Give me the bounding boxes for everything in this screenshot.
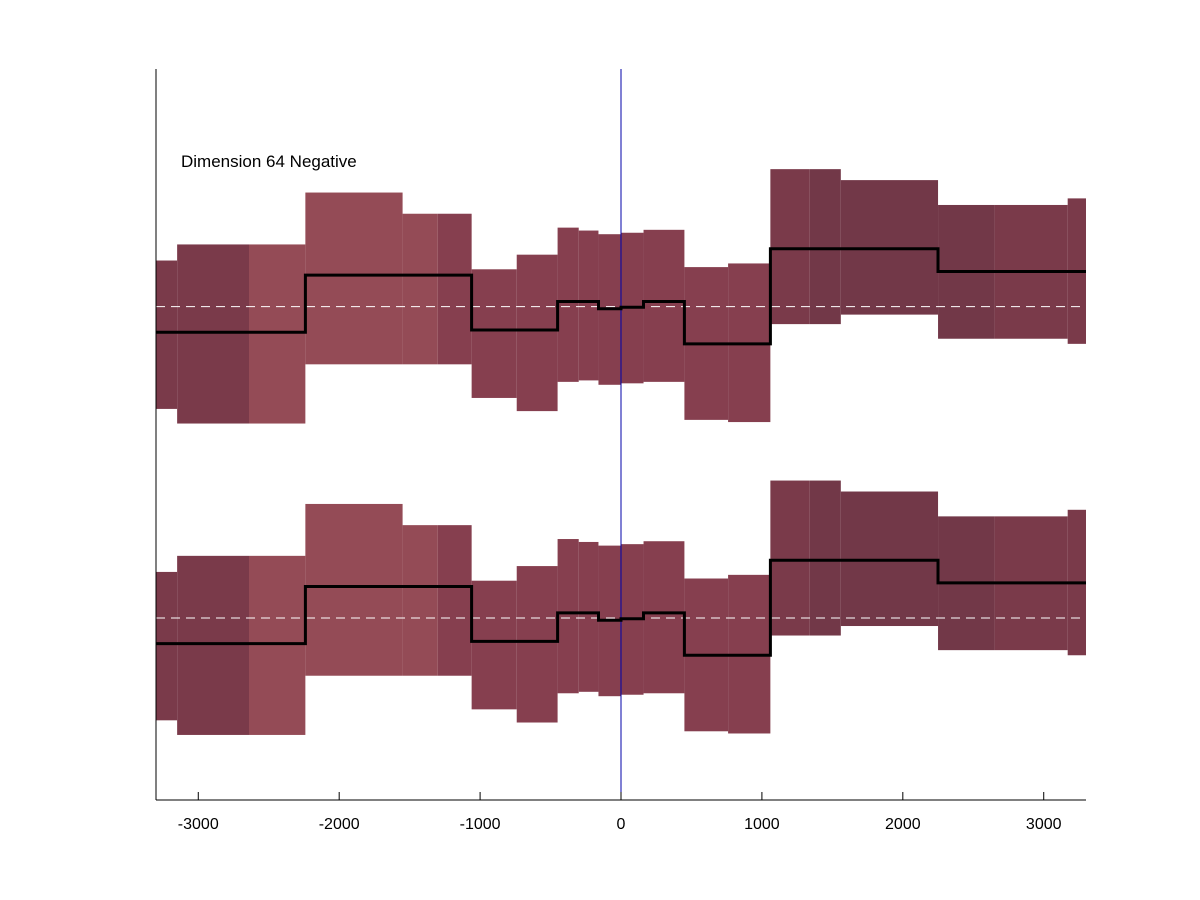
band-segment bbox=[402, 213, 438, 365]
band-segment bbox=[305, 503, 403, 676]
band-segment bbox=[437, 213, 472, 365]
band-segment bbox=[249, 555, 306, 735]
band-segment bbox=[471, 269, 517, 398]
x-tick-label: -3000 bbox=[178, 816, 219, 833]
band-segment bbox=[249, 244, 306, 424]
x-tick-label: 0 bbox=[617, 816, 626, 833]
band-segment bbox=[305, 192, 403, 365]
band-segment bbox=[156, 260, 178, 409]
band-segment bbox=[809, 480, 841, 636]
band-segment bbox=[557, 539, 579, 694]
band-segment bbox=[177, 555, 249, 735]
band-segment bbox=[557, 227, 579, 382]
band-segment bbox=[471, 580, 517, 710]
x-tick-label: 1000 bbox=[744, 816, 780, 833]
band-segment bbox=[578, 541, 599, 692]
band-segment bbox=[770, 480, 810, 636]
band-segment bbox=[643, 229, 685, 382]
band-segment bbox=[516, 566, 558, 723]
x-tick-label: -2000 bbox=[319, 816, 360, 833]
x-tick-label: -1000 bbox=[460, 816, 501, 833]
band-segment bbox=[643, 541, 685, 694]
band-segment bbox=[770, 169, 810, 325]
band-segment bbox=[516, 254, 558, 412]
x-axis-ticks: -3000 -2000 -1000 0 1000 2000 3000 bbox=[178, 792, 1062, 833]
band-segment bbox=[402, 525, 438, 676]
band-segment bbox=[437, 525, 472, 676]
mean-lines bbox=[156, 247, 1086, 657]
mean-step-line bbox=[156, 558, 1086, 657]
band-segment bbox=[177, 244, 249, 424]
mean-step-line bbox=[156, 247, 1086, 346]
band-segment bbox=[156, 571, 178, 721]
chart-annotation: Dimension 64 Negative bbox=[181, 152, 357, 171]
band-segment bbox=[809, 169, 841, 325]
x-tick-label: 2000 bbox=[885, 816, 921, 833]
band-segment bbox=[578, 230, 599, 381]
x-tick-label: 3000 bbox=[1026, 816, 1062, 833]
